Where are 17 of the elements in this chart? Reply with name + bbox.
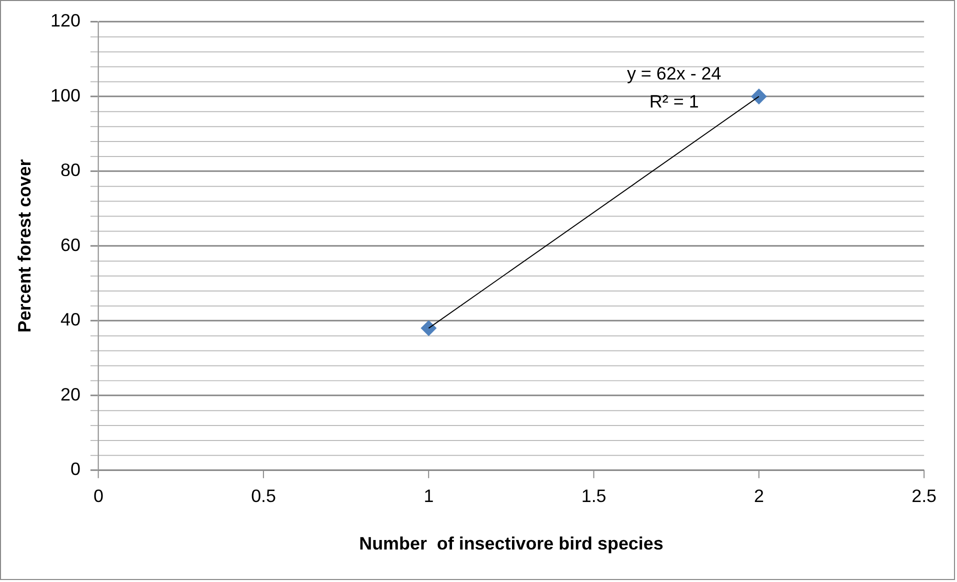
annotation: R² = 1: [649, 91, 699, 112]
x-tick-label: 0: [93, 486, 104, 506]
x-tick-label: 0.5: [251, 486, 276, 506]
y-tick-label: 0: [70, 459, 80, 480]
y-tick-label: 80: [60, 160, 80, 180]
x-tick-label: 2.5: [912, 486, 937, 506]
x-tick-label: 1.5: [581, 486, 606, 506]
annotation: y = 62x - 24: [626, 64, 722, 84]
y-tick-label: 120: [50, 10, 80, 31]
x-tick-label: 1: [424, 486, 434, 506]
y-tick-label: 100: [50, 85, 80, 106]
x-axis-title: Number of insectivore bird species: [359, 533, 664, 554]
y-tick-label: 20: [60, 384, 80, 404]
y-tick-label: 60: [60, 234, 80, 255]
x-tick-label: 2: [754, 486, 764, 506]
y-tick-label: 40: [60, 310, 80, 330]
y-axis-title: Percent forest cover: [14, 159, 35, 333]
